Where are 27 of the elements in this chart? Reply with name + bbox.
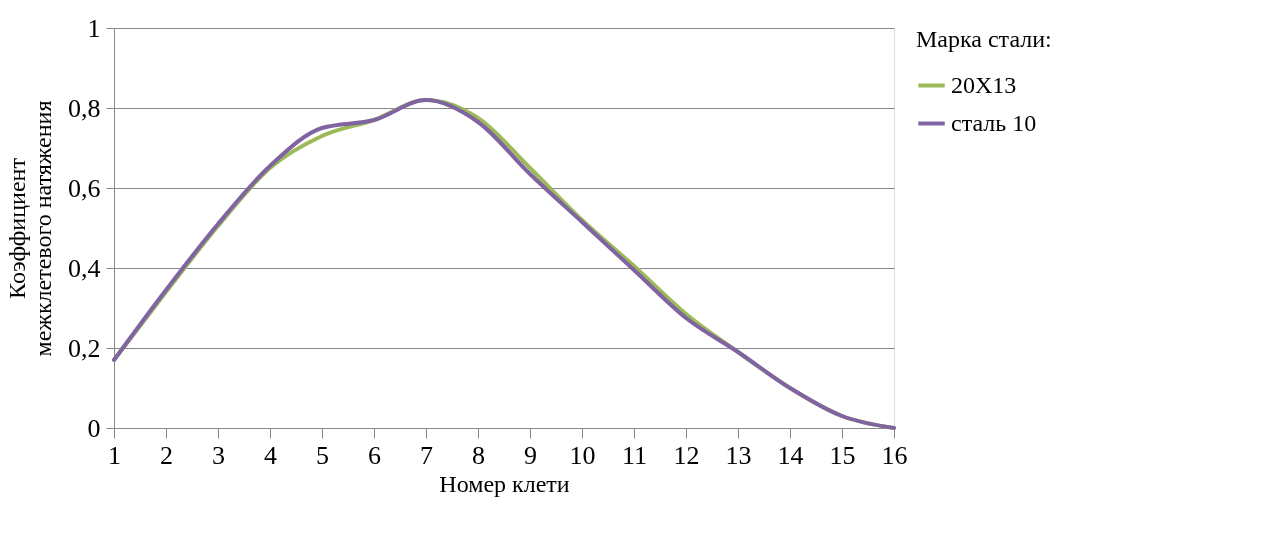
y-tick-label: 0 xyxy=(87,413,101,443)
x-tick-label: 15 xyxy=(829,440,856,470)
x-tick-label: 9 xyxy=(524,440,537,470)
y-tick-label: 0,8 xyxy=(68,93,101,123)
x-tick-label: 11 xyxy=(621,440,648,470)
x-tick-label: 1 xyxy=(108,440,121,470)
y-axis-title: Коэффициент межклетевого натяжения xyxy=(4,100,56,357)
x-tick-label: 3 xyxy=(212,440,225,470)
y-tick-label: 0,2 xyxy=(68,333,101,363)
x-tick-label: 7 xyxy=(420,440,433,470)
x-tick-label: 6 xyxy=(368,440,381,470)
x-tick-label: 16 xyxy=(881,440,908,470)
x-tick-label: 13 xyxy=(725,440,752,470)
y-tick-label: 0,6 xyxy=(68,173,101,203)
legend-title: Марка стали: xyxy=(916,26,1052,52)
legend-label: сталь 10 xyxy=(951,109,1037,136)
y-tick-label: 0,4 xyxy=(68,253,101,283)
y-tick-label: 1 xyxy=(87,13,101,43)
x-axis-title: Номер клети xyxy=(439,470,570,497)
x-tick-label: 14 xyxy=(777,440,804,470)
x-tick-label: 4 xyxy=(264,440,277,470)
x-tick-label: 2 xyxy=(160,440,173,470)
x-tick-label: 5 xyxy=(316,440,329,470)
legend-label: 20X13 xyxy=(951,71,1017,98)
x-tick-label: 8 xyxy=(472,440,485,470)
x-tick-label: 12 xyxy=(673,440,700,470)
x-tick-label: 10 xyxy=(569,440,596,470)
